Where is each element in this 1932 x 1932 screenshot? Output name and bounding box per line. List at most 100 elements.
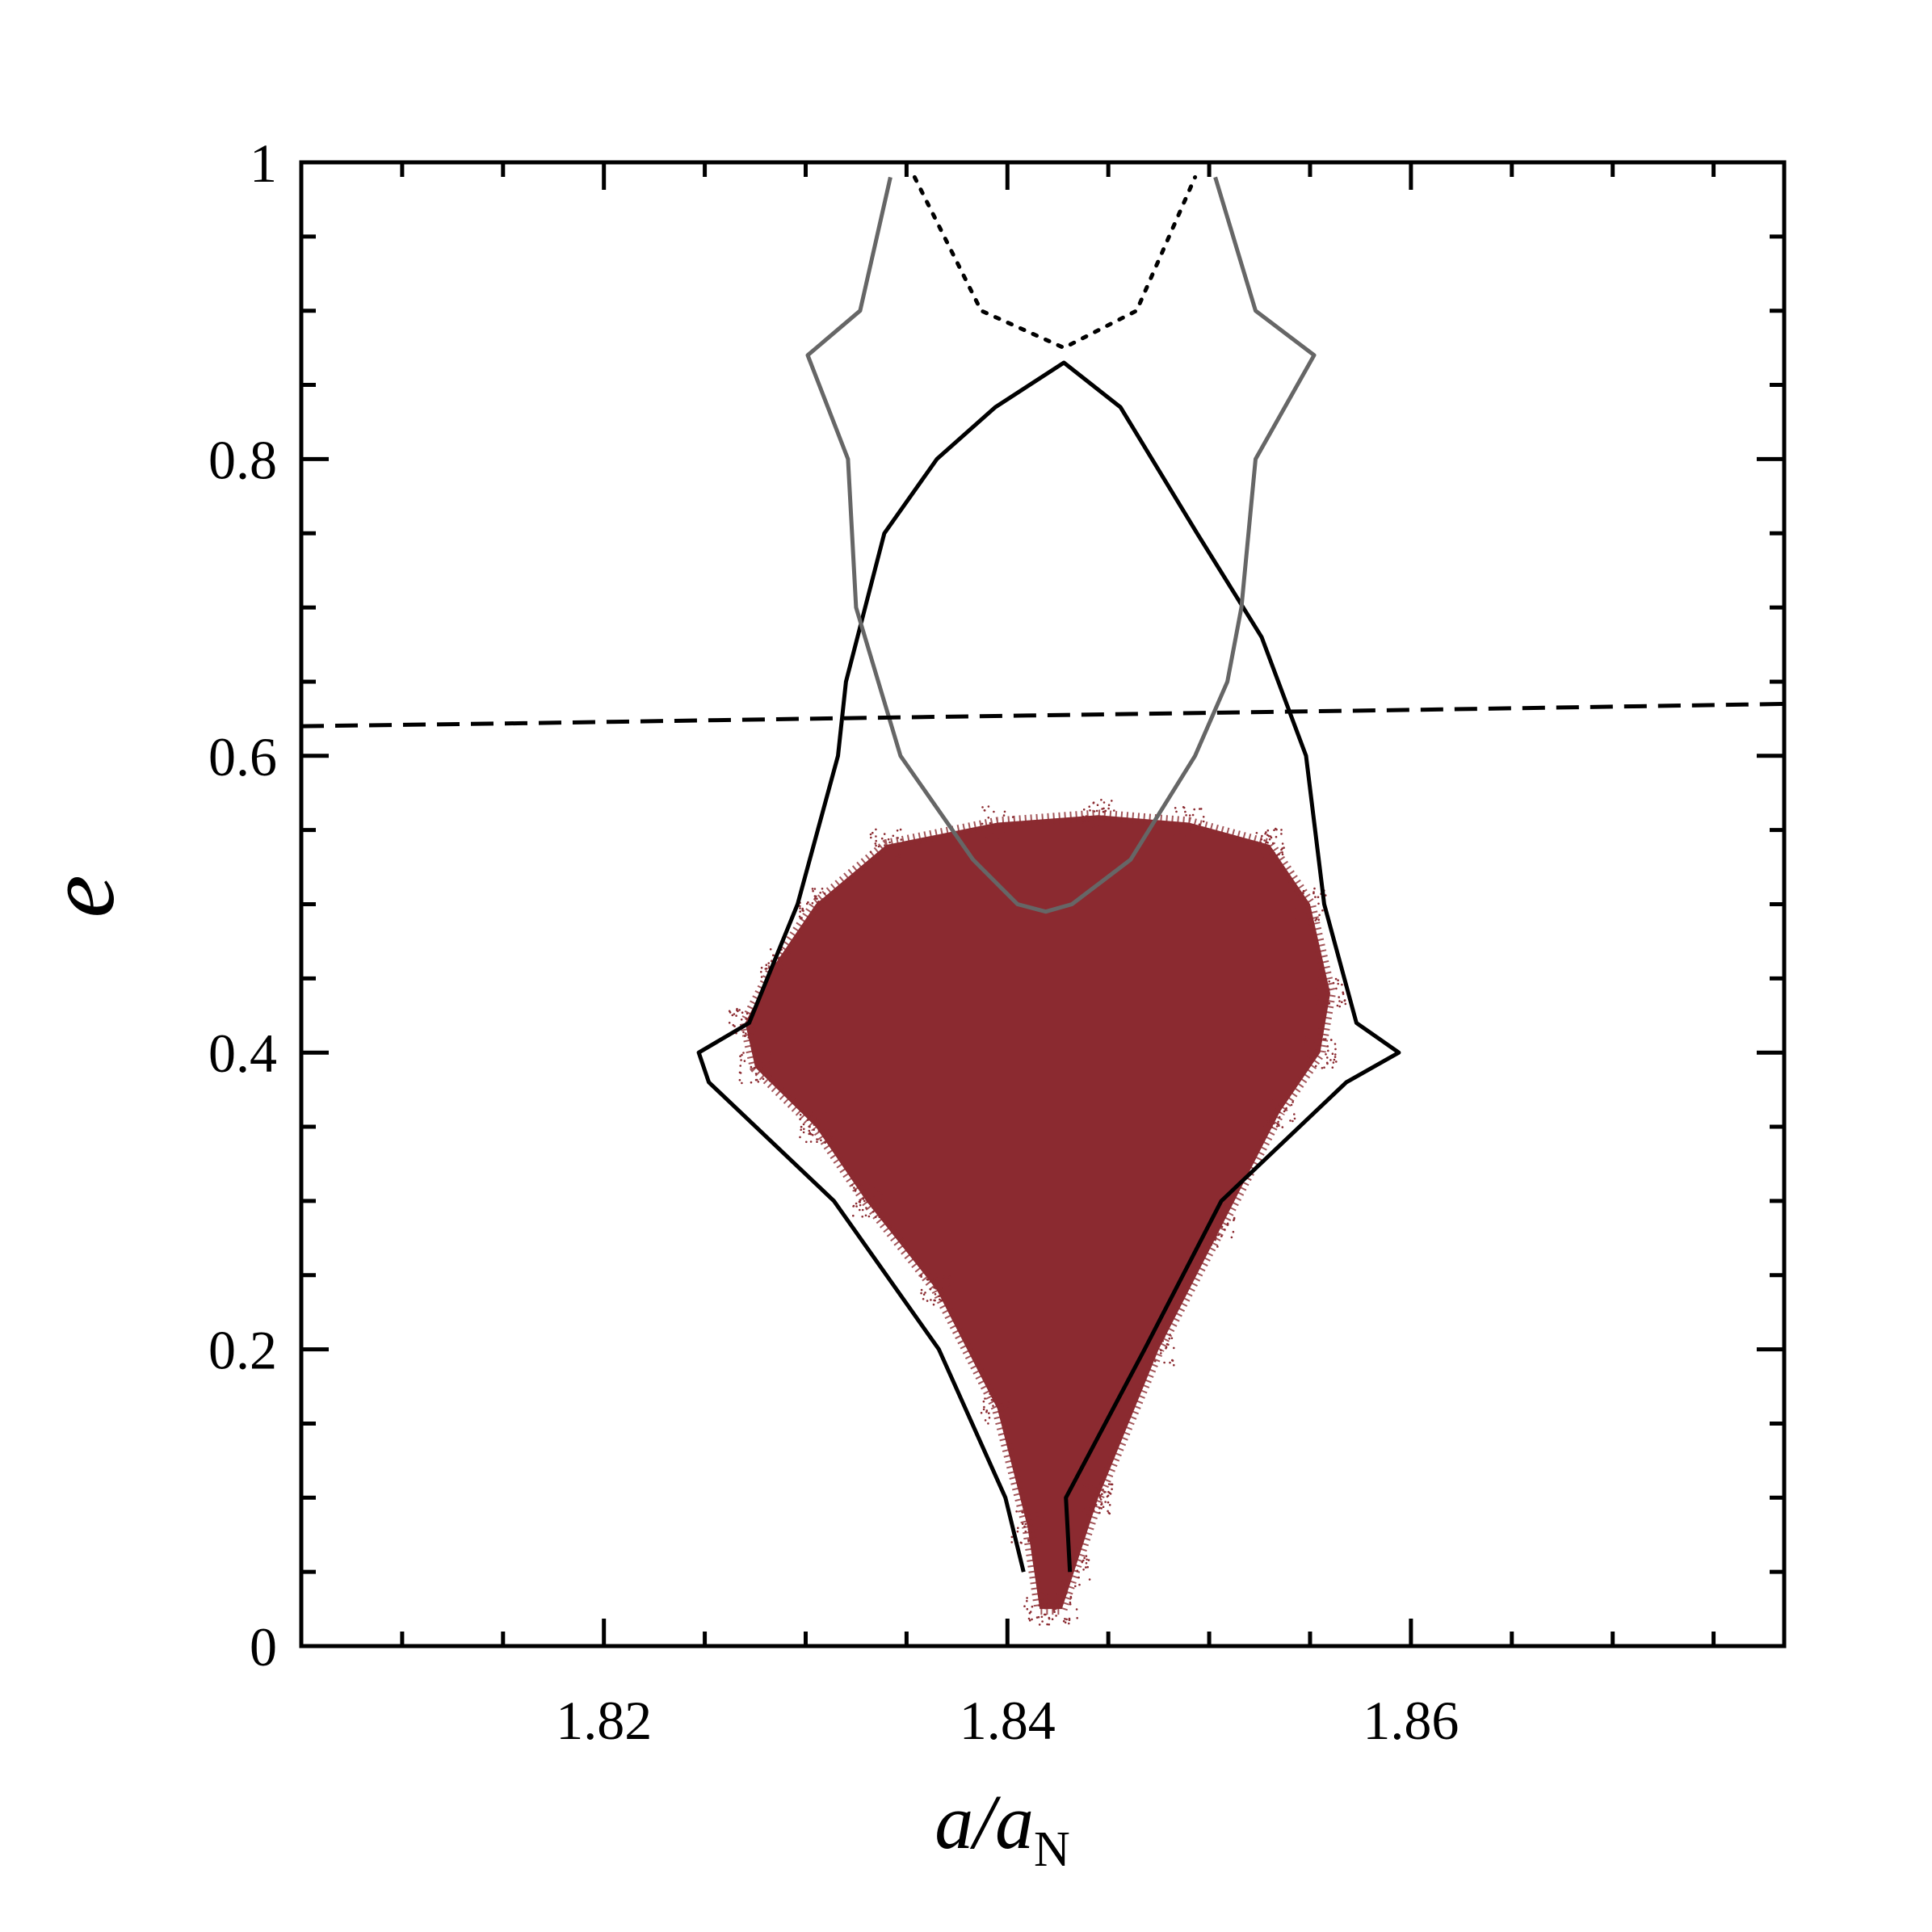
scatter-point xyxy=(1069,1602,1072,1606)
scatter-point xyxy=(1281,853,1284,856)
scatter-point xyxy=(1193,808,1195,811)
scatter-point xyxy=(875,844,877,847)
scatter-point xyxy=(1082,815,1085,818)
scatter-point xyxy=(813,1128,815,1131)
scatter-point xyxy=(728,1022,731,1024)
scatter-point xyxy=(876,856,879,859)
scatter-point xyxy=(1163,1335,1166,1338)
scatter-point xyxy=(878,858,880,860)
axes xyxy=(299,160,1787,1648)
scatter-point xyxy=(1263,839,1266,842)
scatter-point xyxy=(1108,1504,1111,1506)
scatter-point xyxy=(1268,838,1271,841)
scatter-point xyxy=(853,1186,855,1189)
scatter-point xyxy=(922,1293,926,1296)
scatter-point xyxy=(1293,906,1296,909)
scatter-point xyxy=(987,805,990,808)
scatter-point xyxy=(1040,1540,1042,1543)
scatter-point xyxy=(1035,1616,1039,1619)
scatter-point xyxy=(788,968,792,972)
scatter-point xyxy=(788,966,790,969)
scatter-point xyxy=(863,1184,867,1187)
scatter-point xyxy=(1181,826,1184,830)
scatter-point xyxy=(1100,799,1102,801)
scatter-point xyxy=(932,1303,935,1306)
scatter-point xyxy=(766,1051,770,1054)
scatter-point xyxy=(1306,914,1309,917)
scatter-point xyxy=(920,1288,923,1292)
scatter-point xyxy=(817,900,820,903)
scatter-point xyxy=(1190,830,1192,833)
scatter-point xyxy=(1174,807,1177,809)
scatter-point xyxy=(808,917,810,919)
scatter-point xyxy=(1283,1110,1286,1113)
solid-curve-2 xyxy=(805,176,1317,914)
scatter-point xyxy=(1278,1102,1281,1106)
scatter-point xyxy=(938,1295,940,1298)
scatter-point xyxy=(739,1072,742,1074)
scatter-point xyxy=(800,1126,803,1128)
y-tick-label: 0.2 xyxy=(208,1320,277,1381)
scatter-point xyxy=(1267,1119,1270,1123)
scatter-point xyxy=(1317,902,1320,905)
x-tick-label: 1.84 xyxy=(960,1690,1056,1751)
scatter-point xyxy=(1220,1225,1224,1228)
scatter-point xyxy=(877,1207,880,1209)
scatter-point xyxy=(828,1128,830,1131)
scatter-point xyxy=(1269,835,1272,838)
scatter-point xyxy=(1317,1052,1320,1054)
scatter-point xyxy=(1099,1498,1102,1501)
scatter-point xyxy=(1268,846,1270,849)
y-axis-label: e xyxy=(27,875,134,918)
scatter-point xyxy=(1052,1607,1055,1610)
scatter-point xyxy=(983,809,986,812)
scatter-point xyxy=(746,1012,749,1015)
scatter-point xyxy=(1100,1502,1103,1506)
scatter-point xyxy=(1095,1489,1098,1492)
scatter-point xyxy=(802,1131,805,1134)
scatter-point xyxy=(733,1013,736,1015)
scatter-point xyxy=(1006,1407,1009,1409)
scatter-point xyxy=(1044,1594,1048,1596)
scatter-point xyxy=(880,1199,884,1202)
scatter-point xyxy=(1173,833,1175,836)
scatter-point xyxy=(1278,1124,1280,1127)
scatter-point xyxy=(769,1080,771,1082)
scatter-point xyxy=(884,844,886,846)
scatter-point xyxy=(817,918,820,921)
scatter-point xyxy=(1094,1487,1097,1489)
scatter-point xyxy=(1314,1049,1317,1052)
scatter-point xyxy=(1261,859,1264,863)
scatter-point xyxy=(1065,1618,1068,1621)
scatter-point xyxy=(731,1014,734,1017)
scatter-point xyxy=(1102,815,1104,817)
plot-area xyxy=(301,174,1784,1626)
scatter-point xyxy=(1307,901,1309,904)
scatter-point xyxy=(729,1011,732,1014)
scatter-point xyxy=(1308,909,1311,912)
scatter-point xyxy=(875,835,877,838)
scatter-point xyxy=(1002,1395,1006,1398)
scatter-point xyxy=(1062,1619,1065,1623)
scatter-point xyxy=(1082,1482,1086,1485)
scatter-point xyxy=(814,897,817,900)
scatter-point xyxy=(1010,1535,1014,1539)
scatter-point xyxy=(1160,1352,1162,1354)
scatter-point xyxy=(1107,1501,1110,1504)
scatter-point xyxy=(1168,1338,1171,1340)
scatter-point xyxy=(1338,1000,1341,1002)
scatter-point xyxy=(1055,1615,1057,1617)
scatter-point xyxy=(988,836,991,839)
scatter-point xyxy=(1094,818,1097,821)
scatter-point xyxy=(924,1292,926,1294)
scatter-point xyxy=(862,1198,864,1200)
scatter-point xyxy=(1206,1220,1208,1223)
scatter-point xyxy=(1021,1522,1024,1525)
scatter-point xyxy=(1199,808,1201,810)
scatter-point xyxy=(1086,1558,1088,1561)
solid-curve-1 xyxy=(696,360,1401,1573)
scatter-point xyxy=(1317,1000,1320,1002)
scatter-point xyxy=(920,1275,922,1278)
scatter-point xyxy=(1081,1510,1084,1513)
scatter-point xyxy=(858,1200,861,1203)
